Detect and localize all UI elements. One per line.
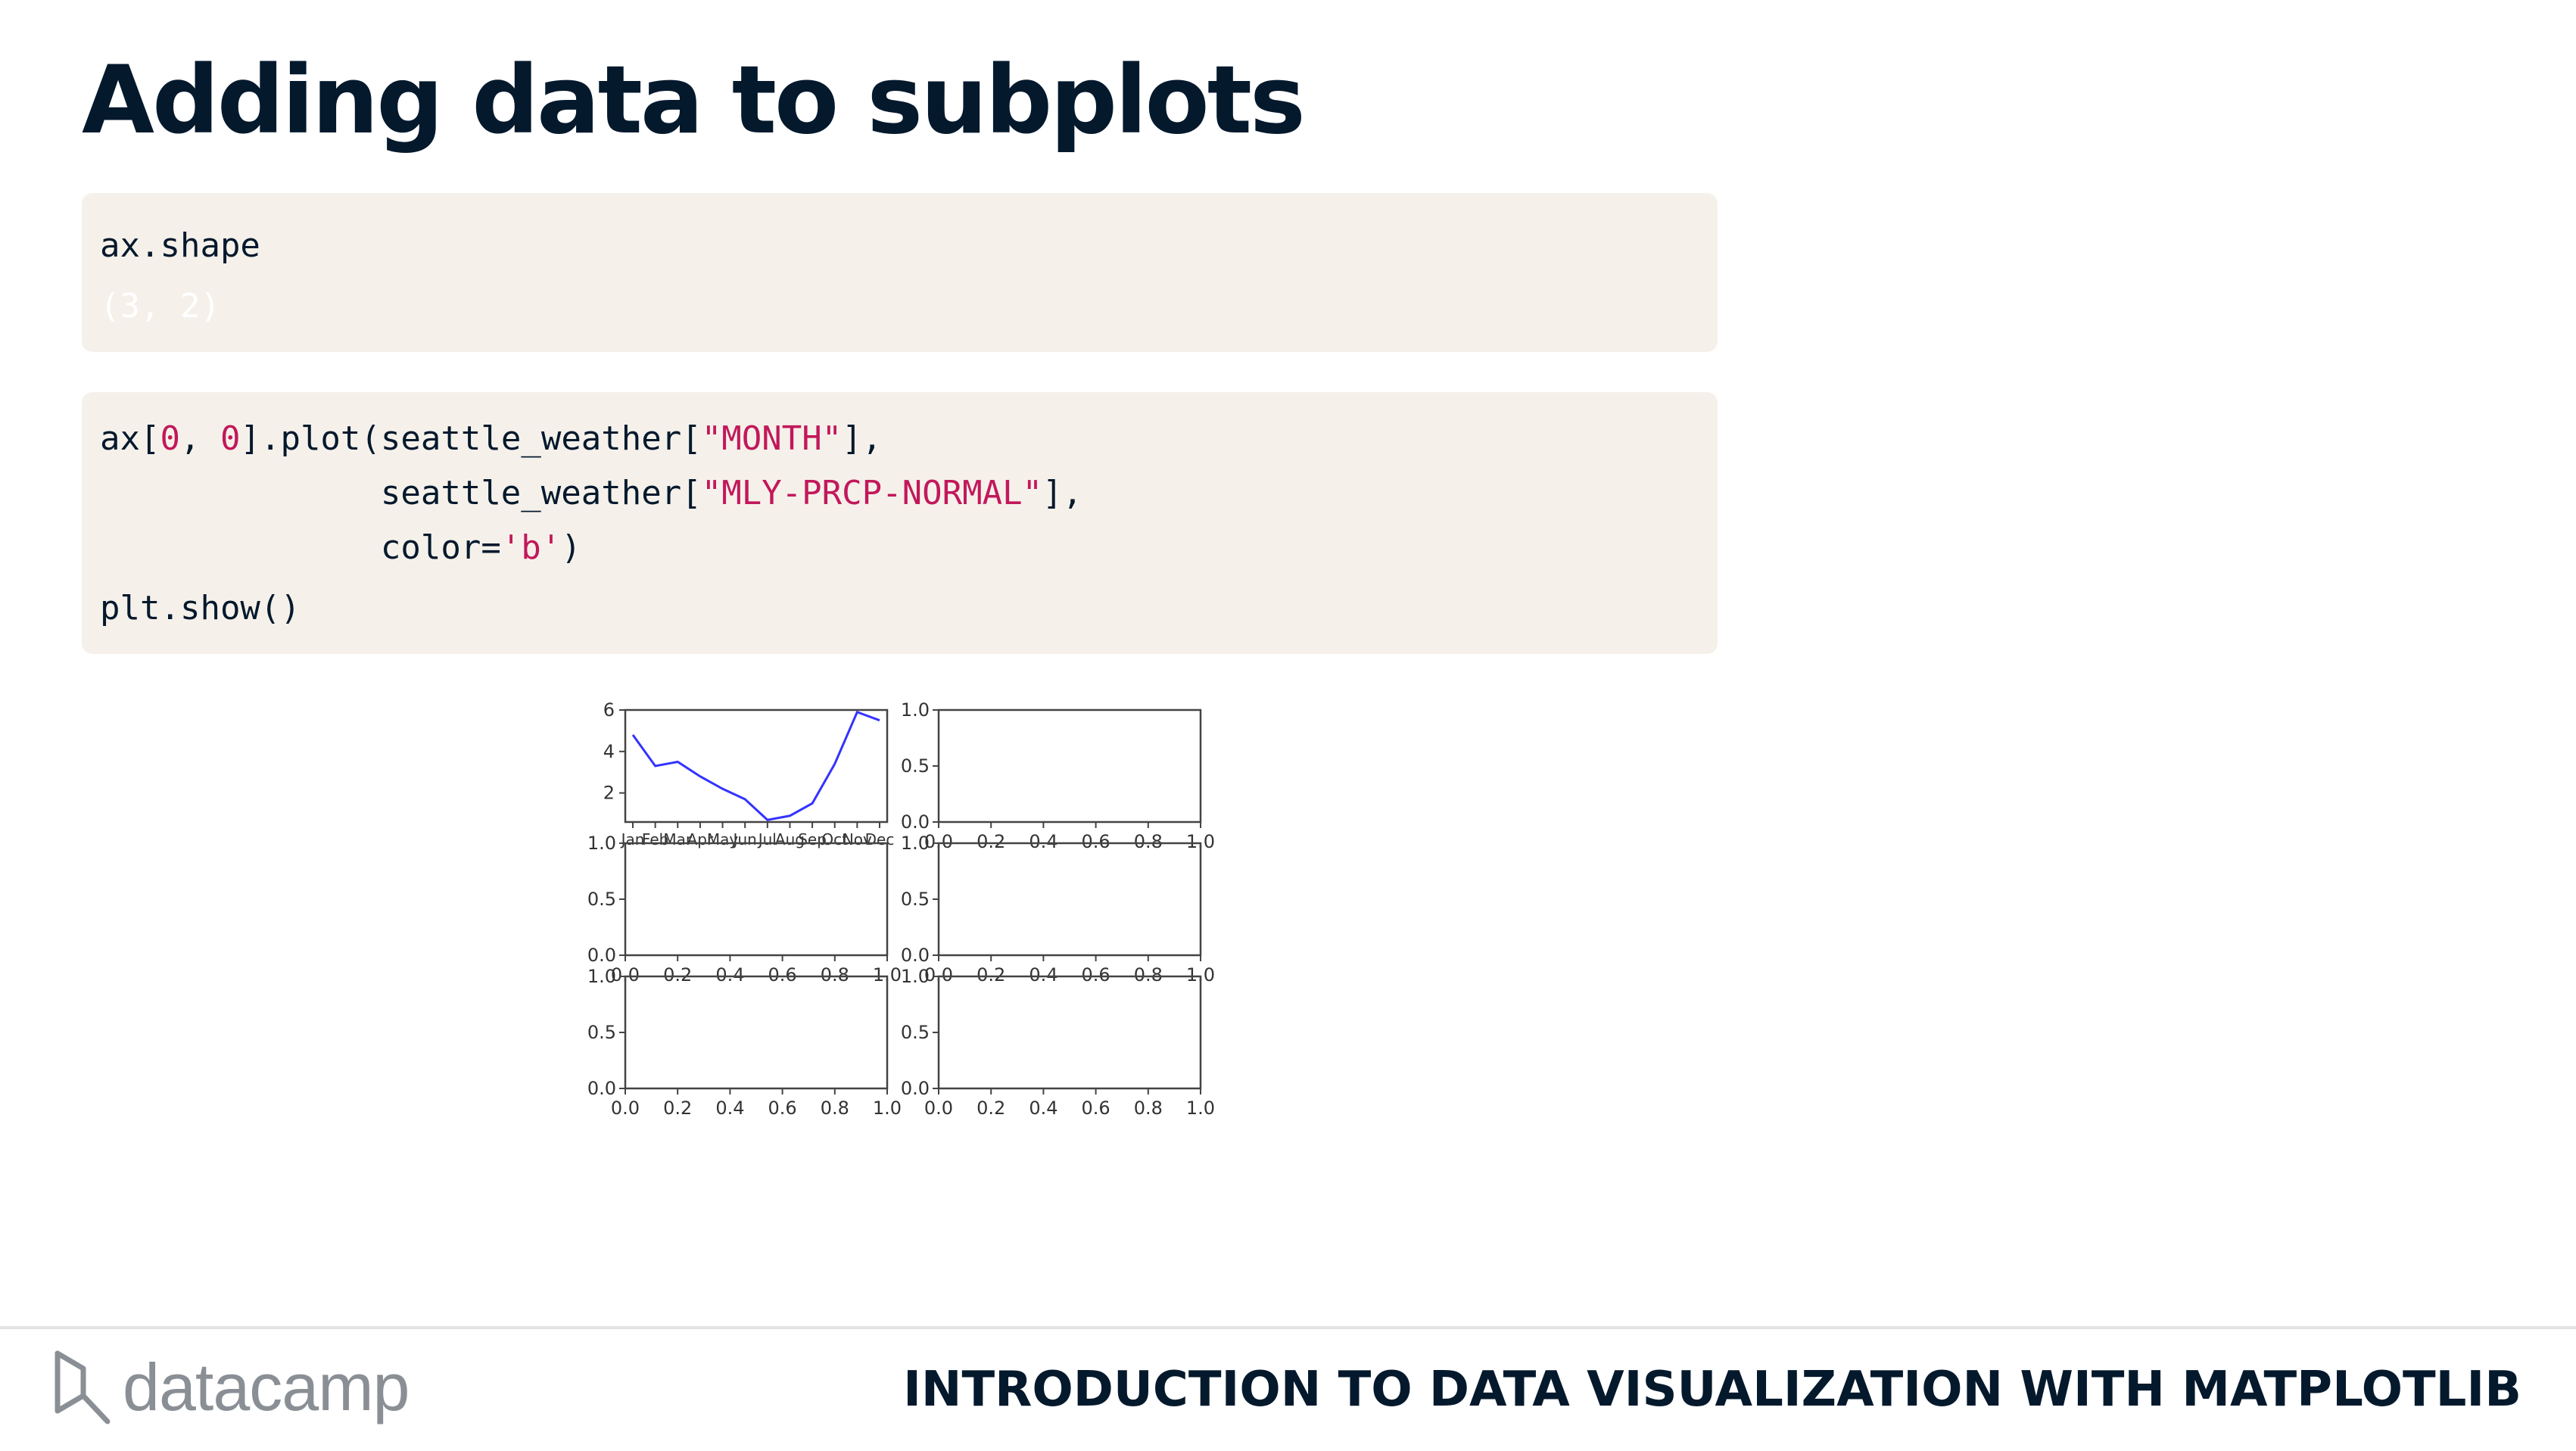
code-token: ], bbox=[1042, 474, 1083, 512]
code-line: seattle_weather["MLY-PRCP-NORMAL"], bbox=[100, 477, 1082, 510]
y-tick-label: 6 bbox=[603, 699, 615, 721]
x-tick-label: Jun bbox=[732, 830, 757, 848]
y-tick-label: 4 bbox=[603, 741, 615, 762]
x-tick-label: 0.8 bbox=[1134, 1098, 1163, 1119]
y-tick-label: 1.0 bbox=[901, 833, 930, 854]
course-title: INTRODUCTION TO DATA VISUALIZATION WITH … bbox=[903, 1362, 2521, 1418]
code-line: color='b') bbox=[100, 531, 581, 565]
y-tick-label: 1.0 bbox=[587, 833, 616, 854]
x-tick-label: 0.2 bbox=[663, 1098, 692, 1119]
code-number: 0 bbox=[160, 419, 180, 458]
x-tick-label: 0.6 bbox=[1082, 831, 1110, 852]
x-tick-label: 0.8 bbox=[821, 964, 849, 985]
x-tick-label: 0.6 bbox=[768, 1098, 797, 1119]
y-tick-label: 1.0 bbox=[587, 966, 616, 987]
x-tick-label: 0.2 bbox=[663, 964, 692, 985]
code-block-ax-shape: ax.shape (3, 2) bbox=[82, 193, 1718, 352]
y-tick-label: 0.0 bbox=[587, 945, 616, 966]
x-tick-label: Feb bbox=[642, 830, 668, 848]
x-tick-label: Jan bbox=[620, 830, 645, 848]
subplot-axes-frame bbox=[937, 975, 1202, 1090]
subplot-axes-frame bbox=[937, 842, 1202, 957]
x-tick-label: 0.0 bbox=[924, 1098, 953, 1119]
code-line: ax.shape bbox=[100, 229, 260, 263]
x-tick-label: 0.0 bbox=[611, 1098, 640, 1119]
x-tick-label: Jul bbox=[757, 830, 777, 848]
x-tick-label: 0.2 bbox=[977, 1098, 1005, 1119]
x-tick-label: Sep bbox=[798, 830, 827, 848]
slide-title: Adding data to subplots bbox=[82, 46, 1306, 155]
y-tick-label: 0.0 bbox=[901, 1078, 930, 1099]
y-tick-label: 0.0 bbox=[587, 1078, 616, 1099]
code-token: plt.show() bbox=[100, 589, 301, 627]
code-token: ax[ bbox=[100, 419, 160, 458]
code-token: ], bbox=[842, 419, 883, 458]
x-tick-label: 0.8 bbox=[821, 1098, 849, 1119]
x-tick-label: Aug bbox=[775, 830, 805, 848]
code-token: ) bbox=[561, 528, 581, 567]
x-tick-label: 0.6 bbox=[768, 964, 797, 985]
x-tick-label: Oct bbox=[821, 830, 848, 848]
code-string: "MONTH" bbox=[701, 419, 843, 458]
subplot-axes-frame bbox=[624, 708, 889, 824]
x-tick-label: Nov bbox=[843, 830, 872, 848]
x-tick-label: 0.2 bbox=[977, 831, 1005, 852]
y-tick-label: 0.5 bbox=[587, 1022, 616, 1043]
code-string: 'b' bbox=[500, 528, 562, 567]
code-token: seattle_weather[ bbox=[100, 474, 702, 512]
x-tick-label: 0.4 bbox=[1029, 964, 1057, 985]
x-tick-label: 0.4 bbox=[1029, 1098, 1057, 1119]
x-tick-label: 1.0 bbox=[1186, 1098, 1215, 1119]
x-tick-label: Dec bbox=[865, 830, 895, 848]
x-tick-label: 1.0 bbox=[873, 1098, 902, 1119]
code-number: 0 bbox=[220, 419, 241, 458]
code-token: ax.shape bbox=[100, 226, 260, 265]
code-string: "MLY-PRCP-NORMAL" bbox=[701, 474, 1043, 512]
y-tick-label: 2 bbox=[603, 783, 615, 804]
x-tick-label: 0.6 bbox=[1082, 964, 1110, 985]
y-tick-label: 0.5 bbox=[901, 755, 930, 777]
subplot-axes-frame bbox=[937, 708, 1202, 824]
footer-divider bbox=[0, 1326, 2576, 1329]
x-tick-label: 0.8 bbox=[1134, 831, 1163, 852]
y-tick-label: 0.0 bbox=[901, 811, 930, 833]
code-token: color= bbox=[100, 528, 501, 567]
x-tick-label: 0.8 bbox=[1134, 964, 1163, 985]
y-tick-label: 0.0 bbox=[901, 945, 930, 966]
subplot-axes-frame bbox=[624, 842, 889, 957]
x-tick-label: Mar bbox=[663, 830, 693, 848]
y-tick-label: 1.0 bbox=[901, 699, 930, 721]
x-tick-label: 0.6 bbox=[1082, 1098, 1110, 1119]
datacamp-logo-icon bbox=[55, 1350, 111, 1425]
code-line: ax[0, 0].plot(seattle_weather["MONTH"], bbox=[100, 422, 882, 456]
y-tick-label: 0.5 bbox=[901, 1022, 930, 1043]
x-tick-label: Apr bbox=[687, 830, 714, 848]
code-output-line: (3, 2) bbox=[100, 290, 220, 323]
logo-wordmark: datacamp bbox=[123, 1350, 410, 1425]
code-token: ].plot(seattle_weather[ bbox=[240, 419, 702, 458]
x-tick-label: 0.2 bbox=[977, 964, 1005, 985]
precipitation-line bbox=[631, 710, 880, 821]
datacamp-logo: datacamp bbox=[53, 1346, 410, 1429]
subplot-axes-frame bbox=[624, 975, 889, 1090]
code-token: , bbox=[179, 419, 220, 458]
x-tick-label: 0.4 bbox=[715, 964, 744, 985]
y-tick-label: 0.5 bbox=[901, 889, 930, 910]
x-tick-label: May bbox=[707, 830, 739, 848]
x-tick-label: 0.4 bbox=[1029, 831, 1057, 852]
x-tick-label: 0.4 bbox=[715, 1098, 744, 1119]
code-token: (3, 2) bbox=[100, 287, 220, 325]
code-line: plt.show() bbox=[100, 592, 301, 625]
y-tick-label: 0.5 bbox=[587, 889, 616, 910]
code-block-plot: ax[0, 0].plot(seattle_weather["MONTH"], … bbox=[82, 392, 1718, 654]
y-tick-label: 1.0 bbox=[901, 966, 930, 987]
